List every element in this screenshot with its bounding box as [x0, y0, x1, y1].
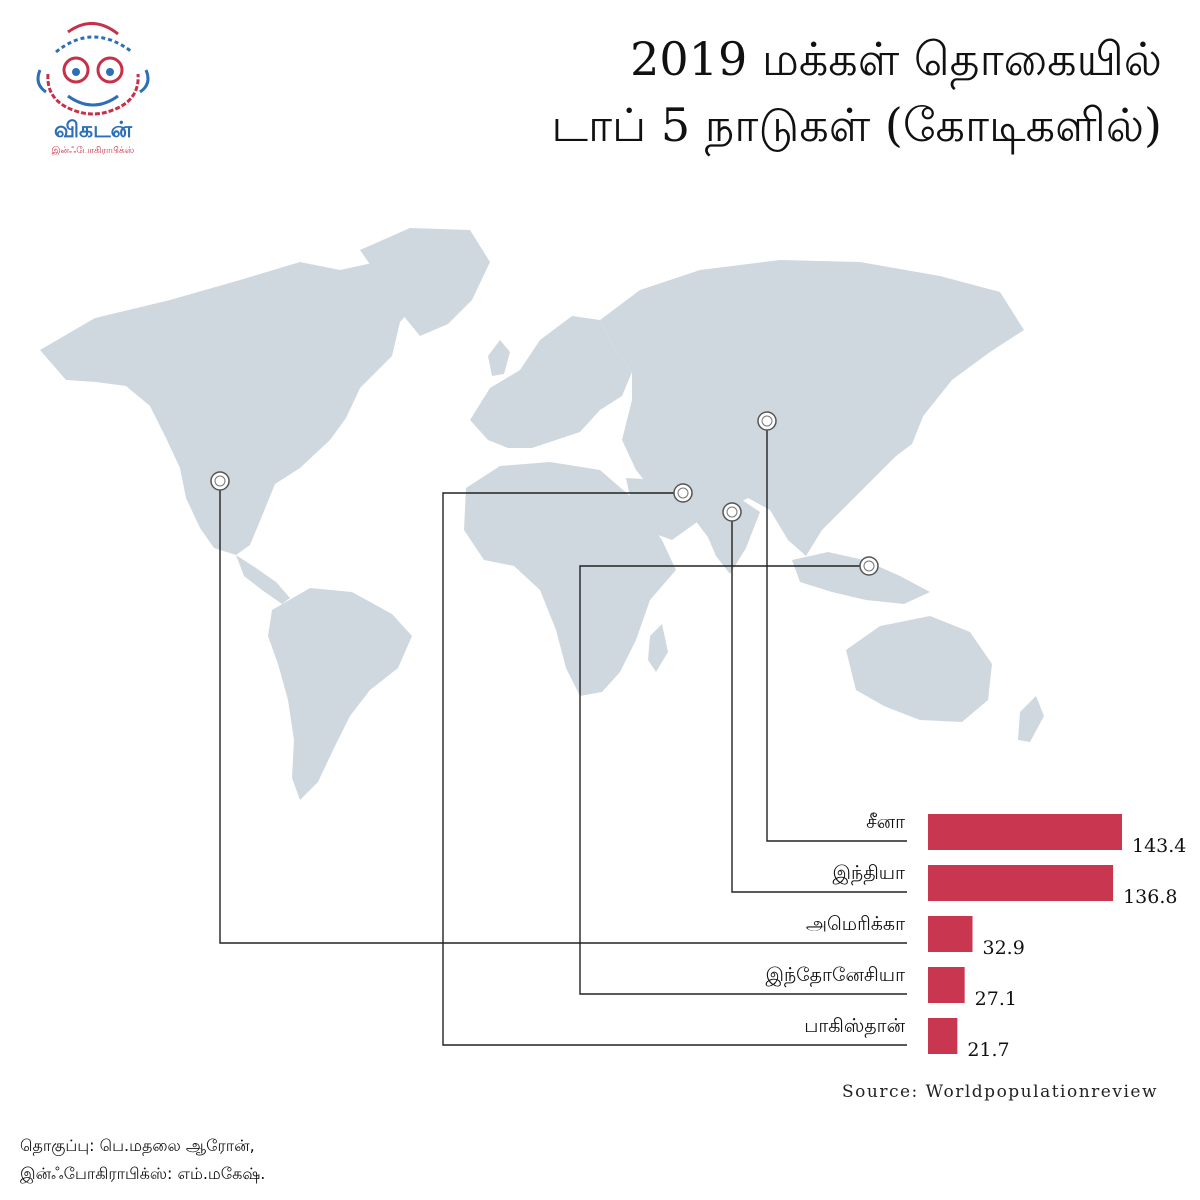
- map-north-america: [40, 258, 430, 555]
- map-british-isles: [488, 340, 510, 376]
- brand-subtitle: இன்ஃபோகிராபிக்ஸ்: [51, 146, 135, 156]
- value-label-3: 27.1: [975, 988, 1017, 1010]
- category-label-3: இந்தோனேசியா: [766, 964, 906, 987]
- category-label-0: சீனா: [866, 811, 905, 833]
- value-label-1: 136.8: [1123, 886, 1177, 908]
- connector-line-4: [442, 492, 907, 1046]
- vikatan-logo: விகடன் இன்ஃபோகிராபிக்ஸ்: [28, 22, 158, 162]
- map-japan: [892, 392, 924, 456]
- credits-line1: தொகுப்பு: பெ.மதலை ஆரோன்,: [20, 1136, 255, 1155]
- map-south-america: [268, 588, 412, 800]
- map-marker-inner-3: [863, 560, 875, 572]
- mascot-face-icon: [36, 22, 150, 116]
- map-marker-inner-1: [726, 506, 738, 518]
- credits: தொகுப்பு: பெ.மதலை ஆரோன், இன்ஃபோகிராபிக்ஸ…: [20, 1132, 265, 1188]
- value-labels: 143.4 136.8 32.9 27.1 21.7: [967, 835, 1186, 1061]
- map-greenland: [360, 228, 490, 336]
- connector-line-3: [579, 565, 907, 995]
- connectors: [219, 429, 907, 1046]
- brand-name: விகடன்: [54, 118, 132, 143]
- bars: [928, 814, 1122, 1054]
- map-marker-inner-2: [214, 475, 226, 487]
- chart-title: 2019 மக்கள் தொகையில் டாப் 5 நாடுகள் (கோட…: [551, 26, 1162, 158]
- bar-3: [928, 967, 965, 1003]
- map-marker-inner-0: [761, 415, 773, 427]
- value-label-0: 143.4: [1132, 835, 1186, 857]
- category-label-4: பாகிஸ்தான்: [804, 1015, 905, 1038]
- map-southeast-asia-islands: [792, 552, 930, 604]
- credits-line2: இன்ஃபோகிராபிக்ஸ்: எம்.மகேஷ்.: [20, 1164, 266, 1183]
- category-labels: சீனா இந்தியா அமெரிக்கா இந்தோனேசியா பாகிஸ்தான…: [766, 811, 906, 1038]
- map-indian-subcontinent: [700, 496, 760, 574]
- map-marker-inner-4: [677, 487, 689, 499]
- world-map: [40, 228, 1044, 800]
- bar-2: [928, 916, 973, 952]
- map-new-zealand: [1018, 696, 1044, 742]
- bar-4: [928, 1018, 958, 1054]
- value-label-2: 32.9: [983, 937, 1025, 959]
- map-africa: [464, 462, 676, 696]
- connector-line-2: [219, 489, 907, 944]
- value-label-4: 21.7: [967, 1039, 1009, 1061]
- map-asia: [600, 260, 1024, 556]
- category-label-2: அமெரிக்கா: [806, 913, 905, 935]
- source-note: Source: Worldpopulationreview: [842, 1082, 1158, 1102]
- markers: [210, 411, 879, 576]
- chart-title-line1: 2019 மக்கள் தொகையில்: [630, 32, 1162, 86]
- map-madagascar: [648, 624, 668, 672]
- bar-0: [928, 814, 1122, 850]
- map-europe: [470, 316, 632, 448]
- chart-title-line2: டாப் 5 நாடுகள் (கோடிகளில்): [551, 98, 1162, 152]
- map-central-america: [236, 555, 290, 604]
- connector-line-1: [731, 520, 907, 893]
- map-australia: [846, 616, 992, 722]
- bar-1: [928, 865, 1114, 901]
- category-label-1: இந்தியா: [833, 862, 906, 885]
